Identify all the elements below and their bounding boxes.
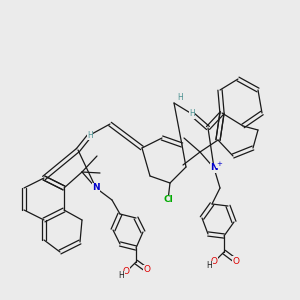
Text: H: H xyxy=(87,130,93,140)
Text: O: O xyxy=(143,266,151,274)
Text: H: H xyxy=(189,110,195,118)
Text: O: O xyxy=(122,268,130,277)
Text: O: O xyxy=(211,257,218,266)
Text: H: H xyxy=(177,92,183,101)
Text: O: O xyxy=(232,256,239,266)
Text: N: N xyxy=(92,184,100,193)
Text: Cl: Cl xyxy=(163,196,173,205)
Text: N: N xyxy=(210,164,218,172)
Text: +: + xyxy=(217,161,222,167)
Text: H: H xyxy=(118,271,124,280)
Text: H: H xyxy=(207,261,212,270)
